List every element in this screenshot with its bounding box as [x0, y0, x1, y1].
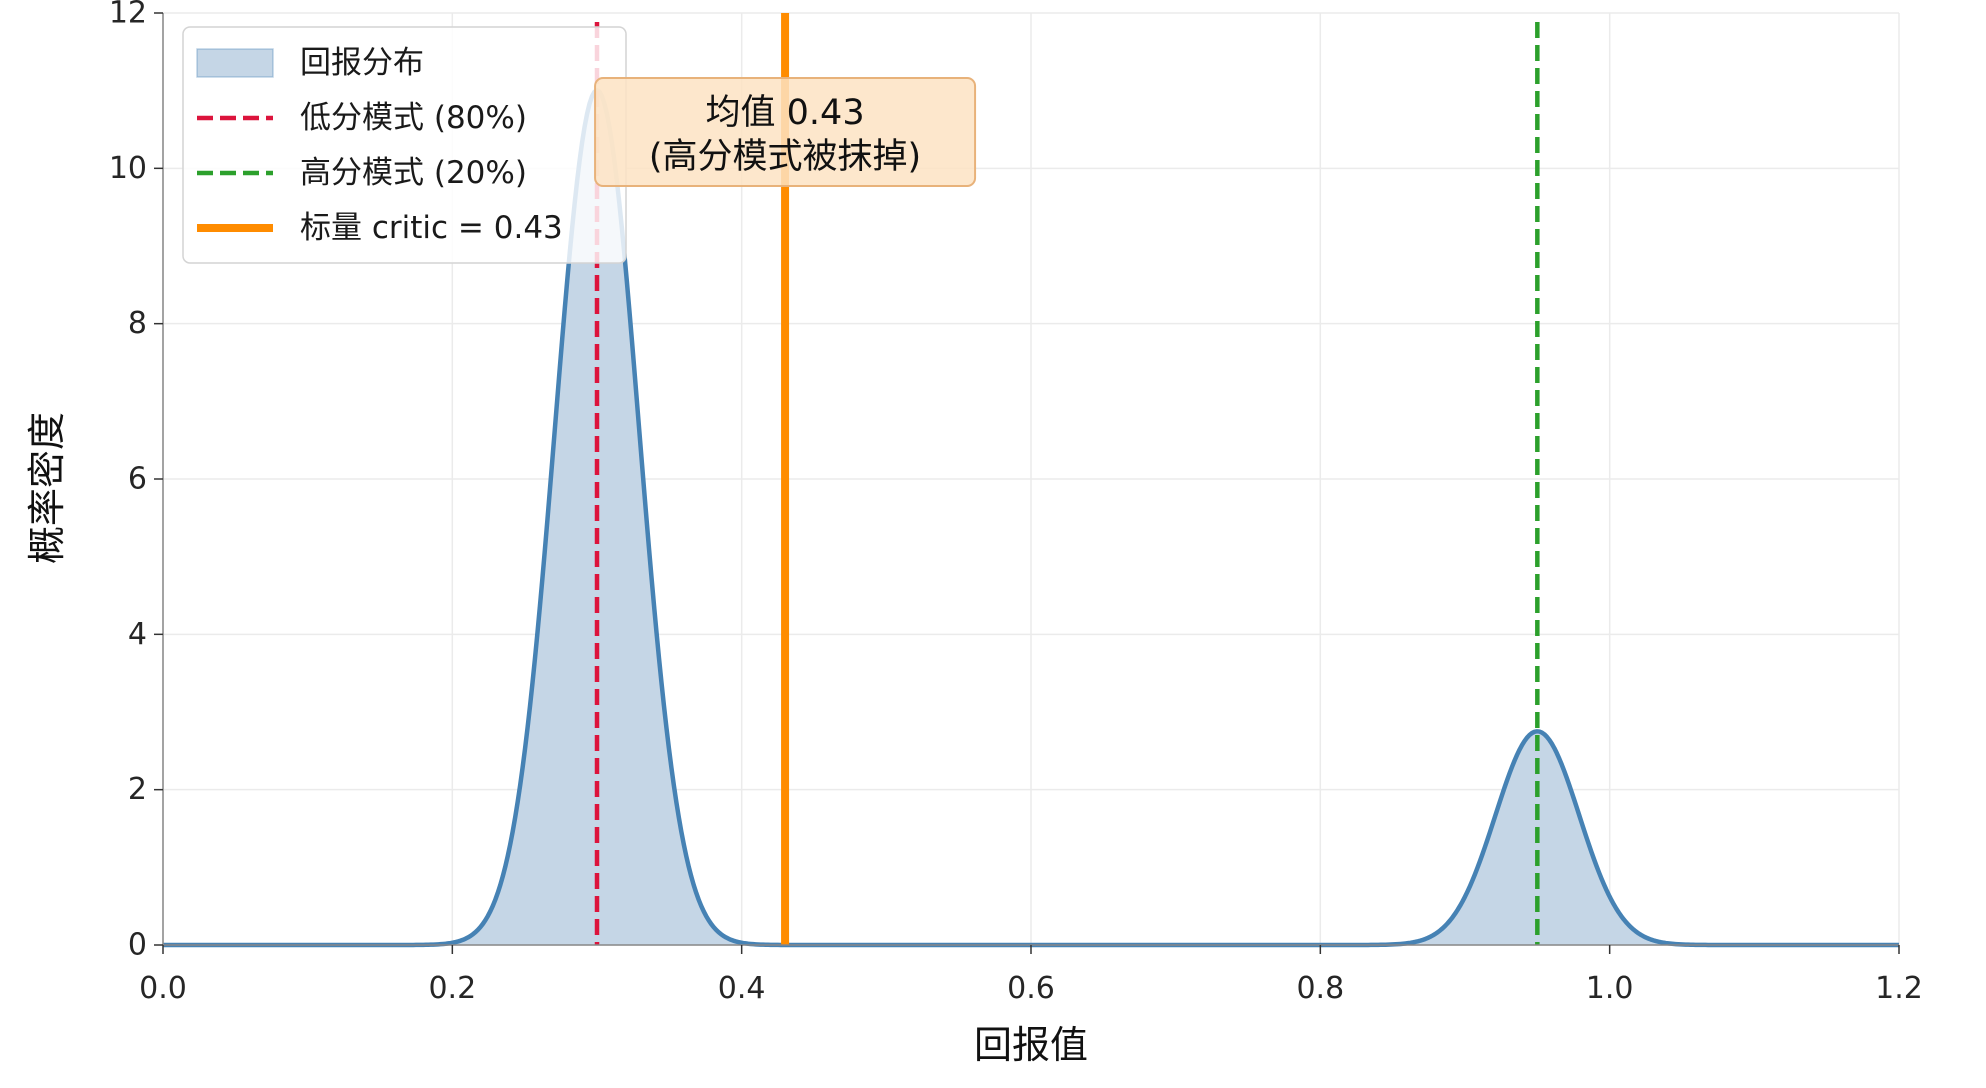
x-tick-label-2: 0.4 — [718, 971, 766, 1006]
x-tick-label-6: 1.2 — [1875, 971, 1923, 1006]
grid — [162, 12, 1900, 946]
y-tick-label-1: 2 — [128, 772, 147, 807]
y-tick-label-6: 12 — [109, 0, 147, 31]
y-tick-label-0: 0 — [128, 928, 147, 963]
y-tick-label-2: 4 — [128, 617, 147, 652]
ticks: 0.0 0.2 0.4 0.6 0.8 1.0 1.2 0 2 4 6 8 10 12 — [109, 0, 1923, 1006]
annotation-box — [594, 77, 977, 187]
annotation-line-1: (高分模式被抹掉) — [649, 137, 921, 177]
legend-swatch-0 — [196, 48, 274, 78]
y-tick-label-3: 6 — [128, 462, 147, 497]
legend-label-1: 低分模式 (80%) — [300, 100, 527, 136]
legend-label-0: 回报分布 — [300, 45, 424, 81]
legend-label-2: 高分模式 (20%) — [300, 155, 527, 191]
y-axis-label: 概率密度 — [25, 412, 69, 564]
x-tick-label-3: 0.6 — [1007, 971, 1055, 1006]
y-tick-label-4: 8 — [128, 306, 147, 341]
x-tick-label-0: 0.0 — [139, 971, 187, 1006]
x-tick-label-4: 0.8 — [1296, 971, 1344, 1006]
x-tick-label-5: 1.0 — [1586, 971, 1634, 1006]
annotation: 均值 0.43(高分模式被抹掉) — [594, 77, 977, 187]
x-tick-label-1: 0.2 — [428, 971, 476, 1006]
x-axis-label: 回报值 — [974, 1023, 1088, 1067]
y-tick-label-5: 10 — [109, 151, 147, 186]
annotation-line-0: 均值 0.43 — [706, 93, 865, 133]
legend-label-3: 标量 critic = 0.43 — [300, 210, 563, 246]
